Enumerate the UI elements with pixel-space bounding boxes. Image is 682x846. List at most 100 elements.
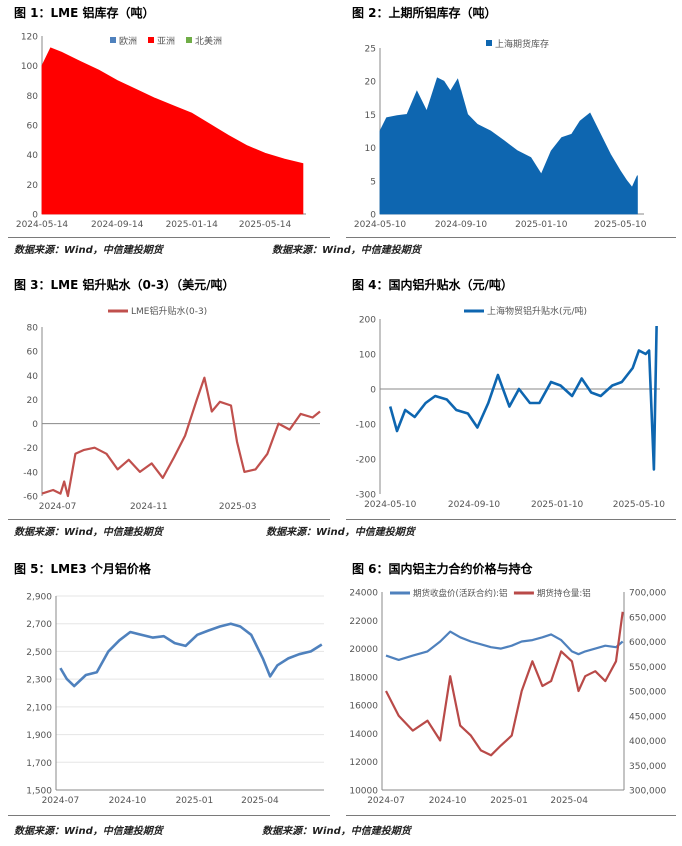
y-tick-label: 0 xyxy=(370,211,376,221)
y-tick-label: 25 xyxy=(365,45,376,55)
x-tick-label: 2025-01-10 xyxy=(531,500,584,510)
x-tick-label: 2025-01 xyxy=(176,796,214,806)
chart5-rule xyxy=(8,815,330,816)
y-tick-label: 2,700 xyxy=(26,620,52,630)
chart2-source: 数据来源：Wind，中信建投期货 xyxy=(272,245,421,256)
y-tick-label: 18000 xyxy=(349,673,378,683)
chart5-lme3m-price: 1,500 1,700 1,900 2,100 2,300 2,500 2,700 2,900… xyxy=(26,593,324,806)
legend-label: 北美洲 xyxy=(195,35,222,47)
area-series-0 xyxy=(379,77,638,215)
x-tick-label: 2025-05-10 xyxy=(594,220,647,230)
line-series-0 xyxy=(59,622,323,688)
chart2-rule xyxy=(346,237,676,238)
legend-swatch xyxy=(486,40,492,46)
chart1-title: 图 1：LME 铝库存（吨） xyxy=(14,6,155,20)
y2-tick-label: 600,000 xyxy=(629,638,666,648)
x-tick-label: 2024-05-10 xyxy=(364,500,417,510)
y-tick-label: 1,700 xyxy=(26,759,52,769)
chart3-title: 图 3：LME 铝升贴水（0-3）（美元/吨） xyxy=(14,278,235,292)
chart1-rule xyxy=(8,237,330,238)
y-tick-label: -200 xyxy=(356,456,377,466)
x-tick-label: 2024-07 xyxy=(39,502,77,512)
y-tick-label: -20 xyxy=(23,444,38,454)
x-tick-label: 2025-01-10 xyxy=(515,220,568,230)
chart2-title: 图 2：上期所铝库存（吨） xyxy=(352,6,497,20)
legend-swatch xyxy=(148,37,154,43)
y-tick-label: 14000 xyxy=(349,730,378,740)
chart6-rule xyxy=(346,815,676,816)
y-tick-label: 40 xyxy=(27,372,39,382)
x-tick-label: 2024-09-10 xyxy=(448,500,501,510)
y-tick-label: 2,900 xyxy=(26,593,52,603)
y2-tick-label: 400,000 xyxy=(629,737,666,747)
y-tick-label: 20 xyxy=(27,181,39,191)
x-tick-label: 2025-01 xyxy=(490,796,528,806)
y-tick-label: 40 xyxy=(27,151,39,161)
line-series-1 xyxy=(385,611,624,757)
y-tick-label: 20 xyxy=(365,78,377,88)
chart6-title: 图 6：国内铝主力合约价格与持仓 xyxy=(352,562,533,576)
y-tick-label: 15 xyxy=(365,111,376,121)
y2-tick-label: 650,000 xyxy=(629,613,666,623)
chart5-source: 数据来源：Wind，中信建投期货 xyxy=(14,826,163,837)
y-tick-label: 22000 xyxy=(349,617,378,627)
x-tick-label: 2024-07 xyxy=(367,796,405,806)
x-tick-label: 2025-05-10 xyxy=(613,500,666,510)
x-tick-label: 2025-04 xyxy=(241,796,279,806)
y-tick-label: 60 xyxy=(27,348,39,358)
y-tick-label: 80 xyxy=(27,92,39,102)
chart4-rule xyxy=(346,519,676,520)
chart1-source: 数据来源：Wind，中信建投期货 xyxy=(14,245,163,256)
y-tick-label: 2,300 xyxy=(26,676,52,686)
y-tick-label: 200 xyxy=(359,316,376,326)
legend-label: 上海物贸铝升贴水(元/吨) xyxy=(487,305,587,317)
y2-tick-label: 450,000 xyxy=(629,712,666,722)
chart6-source: 数据来源：Wind，中信建投期货 xyxy=(262,826,411,837)
legend-label: LME铝升贴水(0-3) xyxy=(131,305,207,317)
x-tick-label: 2024-09-14 xyxy=(91,220,144,230)
y2-tick-label: 550,000 xyxy=(629,663,666,673)
x-tick-label: 2025-04 xyxy=(550,796,588,806)
y-tick-label: 120 xyxy=(21,33,38,43)
legend-label: 亚洲 xyxy=(157,36,175,47)
y-tick-label: -100 xyxy=(356,421,377,431)
chart6-domestic-price-oi: 10000 12000 14000 16000 18000 20000 22000 24000… xyxy=(349,588,666,806)
legend-label: 上海期货库存 xyxy=(495,38,549,50)
legend-swatch xyxy=(186,37,192,43)
y2-tick-label: 350,000 xyxy=(629,762,666,772)
chart3-lme-spread: -60 -40 -20 0 20 40 60 80 2024-07 2024-11 2025-03 L… xyxy=(23,305,321,512)
chart5-title: 图 5：LME3 个月铝价格 xyxy=(14,562,151,576)
y-tick-label: -300 xyxy=(356,491,377,501)
area-series-0 xyxy=(41,47,304,215)
y-tick-label: 100 xyxy=(21,62,38,72)
y-tick-label: 2,100 xyxy=(26,703,52,713)
chart1-lme-inventory: 0 20 40 60 80 100 120 2024-05-14 2024-09-14 2025-… xyxy=(16,33,306,230)
legend-swatch xyxy=(110,37,116,43)
y-tick-label: -60 xyxy=(23,493,38,503)
chart2-shfe-inventory: 0 5 10 15 20 25 2024-05-10 2024-09-10 2025-01-10… xyxy=(354,38,647,230)
x-tick-label: 2024-11 xyxy=(130,502,168,512)
y-tick-label: 2,500 xyxy=(26,648,52,658)
y-tick-label: 1,500 xyxy=(26,787,52,797)
x-tick-label: 2024-10 xyxy=(109,796,147,806)
chart4-domestic-spread: -300 -200 -100 0 100 200 2024-05-10 2024-09-10 2… xyxy=(356,305,666,510)
x-tick-label: 2024-10 xyxy=(429,796,467,806)
y-tick-label: 16000 xyxy=(349,702,378,712)
chart4-title: 图 4：国内铝升贴水（元/吨） xyxy=(352,278,513,292)
y-tick-label: 1,900 xyxy=(26,731,52,741)
chart3-rule xyxy=(8,519,330,520)
y-tick-label: 10 xyxy=(365,144,377,154)
y-tick-label: 80 xyxy=(27,324,39,334)
line-series-0 xyxy=(388,325,658,471)
y-tick-label: 12000 xyxy=(349,758,378,768)
y-tick-label: 20 xyxy=(27,396,39,406)
x-tick-label: 2025-03 xyxy=(219,502,257,512)
x-tick-label: 2025-01-14 xyxy=(166,220,219,230)
x-tick-label: 2024-07 xyxy=(42,796,80,806)
y-tick-label: 0 xyxy=(370,386,376,396)
y-tick-label: 24000 xyxy=(349,589,378,599)
x-tick-label: 2024-09-10 xyxy=(435,220,488,230)
line-series-0 xyxy=(385,630,624,661)
legend-label: 期货持仓量:铝 xyxy=(537,588,591,599)
y2-tick-label: 500,000 xyxy=(629,688,666,698)
